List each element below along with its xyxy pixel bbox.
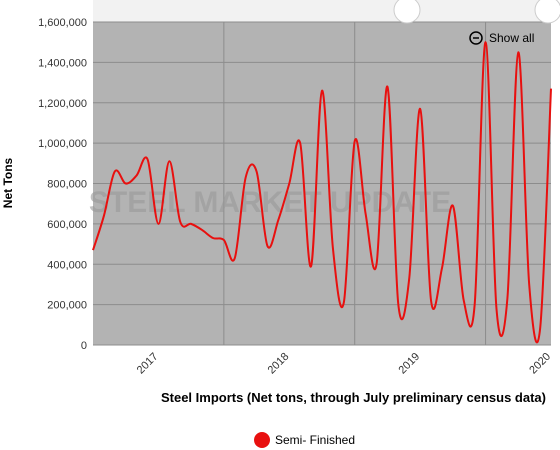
navigator[interactable] <box>93 0 551 22</box>
legend-label: Semi- Finished <box>275 433 355 447</box>
nav-handle[interactable] <box>393 0 421 24</box>
y-tick-label: 1,000,000 <box>38 138 87 150</box>
y-tick-label: 0 <box>81 340 87 352</box>
y-tick-label: 1,600,000 <box>38 17 87 29</box>
x-tick-label: 2020 <box>527 351 553 377</box>
y-tick-label: 1,200,000 <box>38 98 87 110</box>
y-tick-label: 600,000 <box>47 219 87 231</box>
y-axis-title: Net Tons <box>1 157 15 208</box>
handles[interactable] <box>393 0 560 24</box>
y-tick-label: 1,400,000 <box>38 57 87 69</box>
legend-marker <box>254 432 270 448</box>
reset-label[interactable]: Show all <box>489 31 534 45</box>
x-tick-label: 2018 <box>266 351 292 377</box>
y-tick-label: 200,000 <box>47 300 87 312</box>
y-tick-label: 800,000 <box>47 179 87 191</box>
y-tick-label: 400,000 <box>47 259 87 271</box>
series-line <box>92 41 552 344</box>
reset-zoom[interactable]: Show all <box>469 31 534 45</box>
zoom-icon[interactable] <box>469 31 483 45</box>
x-tick-label: 2017 <box>135 351 161 377</box>
nav-handle[interactable] <box>534 0 560 24</box>
x-axis-title: Steel Imports (Net tons, through July pr… <box>161 390 546 405</box>
watermark: STEEL MARKET UPDATE <box>89 186 451 219</box>
x-tick-label: 2019 <box>396 351 422 377</box>
